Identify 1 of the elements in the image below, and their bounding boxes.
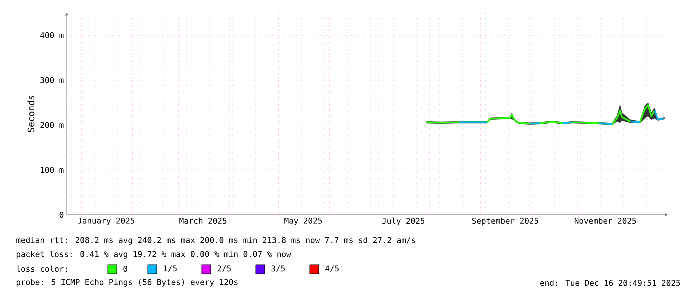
y-axis-title: Seconds bbox=[28, 96, 35, 132]
